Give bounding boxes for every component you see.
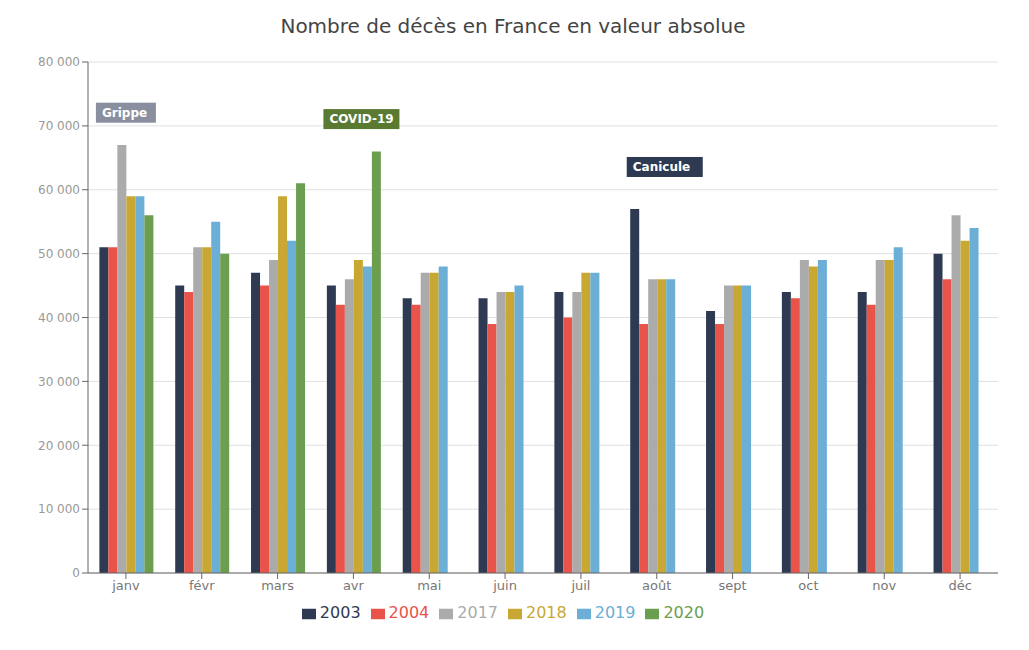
svg-text:janv: janv <box>111 578 140 593</box>
svg-text:juin: juin <box>492 578 517 593</box>
svg-text:80 000: 80 000 <box>38 55 80 69</box>
svg-text:30 000: 30 000 <box>38 375 80 389</box>
svg-text:Grippe: Grippe <box>102 106 147 120</box>
svg-text:60 000: 60 000 <box>38 183 80 197</box>
svg-text:févr: févr <box>189 578 215 593</box>
svg-text:oct: oct <box>798 578 818 593</box>
svg-text:10 000: 10 000 <box>38 502 80 516</box>
html-text:2020: 2020 <box>663 603 705 622</box>
svg-text:sept: sept <box>719 578 747 593</box>
html-text:Nombre de décès en France en v: Nombre de décès en France en valeur abso… <box>280 14 746 38</box>
html-text:2018: 2018 <box>526 603 567 622</box>
html-text:2004: 2004 <box>388 603 430 622</box>
svg-text:40 000: 40 000 <box>38 311 80 325</box>
svg-text:Canicule: Canicule <box>633 160 690 174</box>
html-text:2019: 2019 <box>594 603 636 622</box>
svg-text:70 000: 70 000 <box>38 119 80 133</box>
svg-text:nov: nov <box>872 578 896 593</box>
svg-text:mars: mars <box>261 578 294 593</box>
svg-text:mai: mai <box>417 578 441 593</box>
svg-text:COVID-19: COVID-19 <box>329 112 393 126</box>
svg-text:0: 0 <box>72 566 80 580</box>
svg-text:avr: avr <box>343 578 365 593</box>
svg-text:50 000: 50 000 <box>38 247 80 261</box>
svg-text:déc: déc <box>948 578 971 593</box>
svg-text:août: août <box>642 578 671 593</box>
svg-text:20 000: 20 000 <box>38 439 80 453</box>
html-text:2003: 2003 <box>319 603 361 622</box>
html-text:2017: 2017 <box>457 603 498 622</box>
svg-text:juil: juil <box>570 578 590 593</box>
